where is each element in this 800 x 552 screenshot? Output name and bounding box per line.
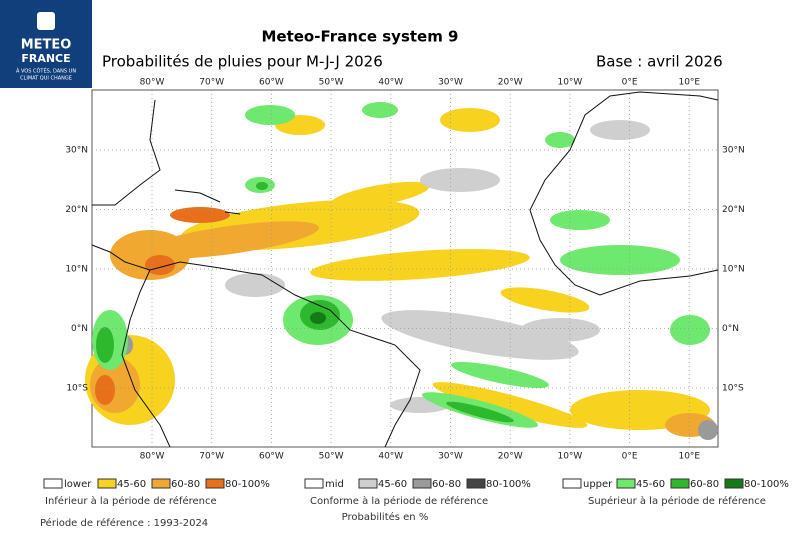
legend-swatch [358,478,378,489]
map [85,89,719,448]
upper-areas [92,102,710,428]
logo-tagline: CLIMAT QUI CHANGE [20,76,72,82]
longitude-label: 0°E [622,452,638,462]
latitude-label: 20°N [65,205,88,215]
legend-swatch [466,478,486,489]
legend-swatch [97,478,117,489]
latitude-label: 10°S [66,384,88,394]
longitude-label: 80°W [140,78,165,88]
longitude-label: 70°W [199,452,224,462]
latitude-label: 20°N [722,205,745,215]
legend-swatch [670,478,690,489]
title: Meteo-France system 9 [261,28,458,46]
latitude-label: 10°N [722,265,745,275]
legend-caption: Inférieur à la période de référence [45,495,217,507]
legend-swatch [43,478,63,489]
reference-period: Période de référence : 1993-2024 [40,517,208,529]
legend-label: 60-80 [690,479,719,490]
legend-label: 80-100% [744,479,789,490]
longitude-label: 10°W [557,78,582,88]
latitude-label: 10°S [722,384,744,394]
legend-label: 80-100% [225,479,270,490]
longitude-label: 10°E [678,452,700,462]
logo-tagline: À VOS CÔTÉS, DANS UN [16,67,76,75]
longitude-label: 40°W [378,78,403,88]
legend-label: 60-80 [432,479,461,490]
legend-swatch [205,478,225,489]
longitude-label: 20°W [498,78,523,88]
legend-label: mid [325,479,344,490]
legend-swatch [616,478,636,489]
longitude-label: 10°W [557,452,582,462]
legend-caption: Conforme à la période de référence [310,495,488,507]
coastlines [91,91,719,448]
logo-icon [37,12,55,30]
longitude-label: 30°W [438,78,463,88]
legend-caption: Supérieur à la période de référence [588,495,766,507]
legend-label: lower [64,479,92,490]
latitude-label: 10°N [65,265,88,275]
longitude-label: 0°E [622,78,638,88]
legend-label: 45-60 [636,479,665,490]
base-date: Base : avril 2026 [596,53,723,71]
legend-label: upper [583,479,613,490]
legend-label: 45-60 [117,479,146,490]
legend-label: 45-60 [378,479,407,490]
longitude-label: 50°W [319,78,344,88]
longitude-label: 30°W [438,452,463,462]
longitude-label: 20°W [498,452,523,462]
legend-unit: Probabilités en % [342,511,429,523]
longitude-label: 70°W [199,78,224,88]
longitude-label: 50°W [319,452,344,462]
longitude-label: 80°W [140,452,165,462]
legend-label: 80-100% [486,479,531,490]
longitude-label: 60°W [259,452,284,462]
logo-line2: FRANCE [21,52,70,65]
longitude-label: 60°W [259,78,284,88]
legend: lower 45-60 60-80 80-100% Inférieur à la pér… [43,478,789,523]
subtitle: Probabilités de pluies pour M-J-J 2026 [102,53,383,71]
latitude-label: 30°N [722,146,745,156]
legend-swatch [562,478,582,489]
logo-line1: METEO [21,38,72,53]
longitude-label: 10°E [678,78,700,88]
legend-label: 60-80 [171,479,200,490]
legend-swatch [412,478,432,489]
longitude-label: 40°W [378,452,403,462]
latitude-label: 0°N [722,324,739,334]
legend-swatch [304,478,324,489]
latitude-label: 0°N [71,324,88,334]
latitude-label: 30°N [65,146,88,156]
legend-swatch [724,478,744,489]
legend-swatch [151,478,171,489]
